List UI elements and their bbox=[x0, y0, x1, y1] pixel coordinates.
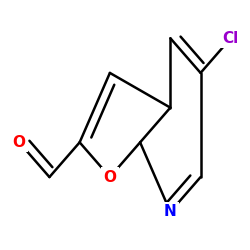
Text: O: O bbox=[104, 170, 117, 184]
Text: N: N bbox=[164, 204, 177, 219]
Text: O: O bbox=[13, 135, 26, 150]
Text: Cl: Cl bbox=[223, 31, 239, 46]
